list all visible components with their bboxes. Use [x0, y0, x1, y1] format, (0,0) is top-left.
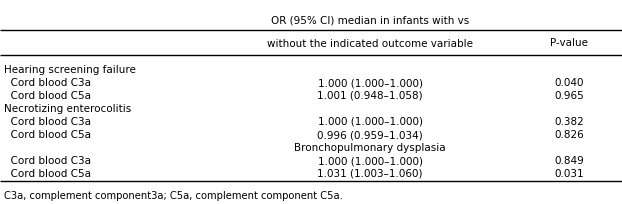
Text: Bronchopulmonary dysplasia: Bronchopulmonary dysplasia [294, 143, 446, 153]
Text: Cord blood C5a: Cord blood C5a [4, 91, 91, 101]
Text: OR (95% CI) median in infants with vs: OR (95% CI) median in infants with vs [271, 16, 469, 26]
Text: 1.001 (0.948–1.058): 1.001 (0.948–1.058) [317, 91, 423, 101]
Text: Cord blood C3a: Cord blood C3a [4, 78, 91, 88]
Text: 1.000 (1.000–1.000): 1.000 (1.000–1.000) [318, 117, 422, 127]
Text: without the indicated outcome variable: without the indicated outcome variable [267, 39, 473, 49]
Text: Cord blood C5a: Cord blood C5a [4, 169, 91, 179]
Text: 1.000 (1.000–1.000): 1.000 (1.000–1.000) [318, 78, 422, 88]
Text: 1.000 (1.000–1.000): 1.000 (1.000–1.000) [318, 156, 422, 166]
Text: 0.031: 0.031 [554, 169, 584, 179]
Text: C3a, complement component3a; C5a, complement component C5a.: C3a, complement component3a; C5a, comple… [4, 191, 343, 201]
Text: 0.826: 0.826 [554, 130, 584, 140]
Text: Cord blood C3a: Cord blood C3a [4, 156, 91, 166]
Text: P-value: P-value [550, 38, 588, 48]
Text: 0.040: 0.040 [554, 78, 584, 88]
Text: 0.965: 0.965 [554, 91, 584, 101]
Text: 0.382: 0.382 [554, 117, 584, 127]
Text: 1.031 (1.003–1.060): 1.031 (1.003–1.060) [317, 169, 423, 179]
Text: Cord blood C5a: Cord blood C5a [4, 130, 91, 140]
Text: Hearing screening failure: Hearing screening failure [4, 65, 136, 75]
Text: 0.849: 0.849 [554, 156, 584, 166]
Text: Necrotizing enterocolitis: Necrotizing enterocolitis [4, 104, 131, 114]
Text: Cord blood C3a: Cord blood C3a [4, 117, 91, 127]
Text: 0.996 (0.959–1.034): 0.996 (0.959–1.034) [317, 130, 423, 140]
